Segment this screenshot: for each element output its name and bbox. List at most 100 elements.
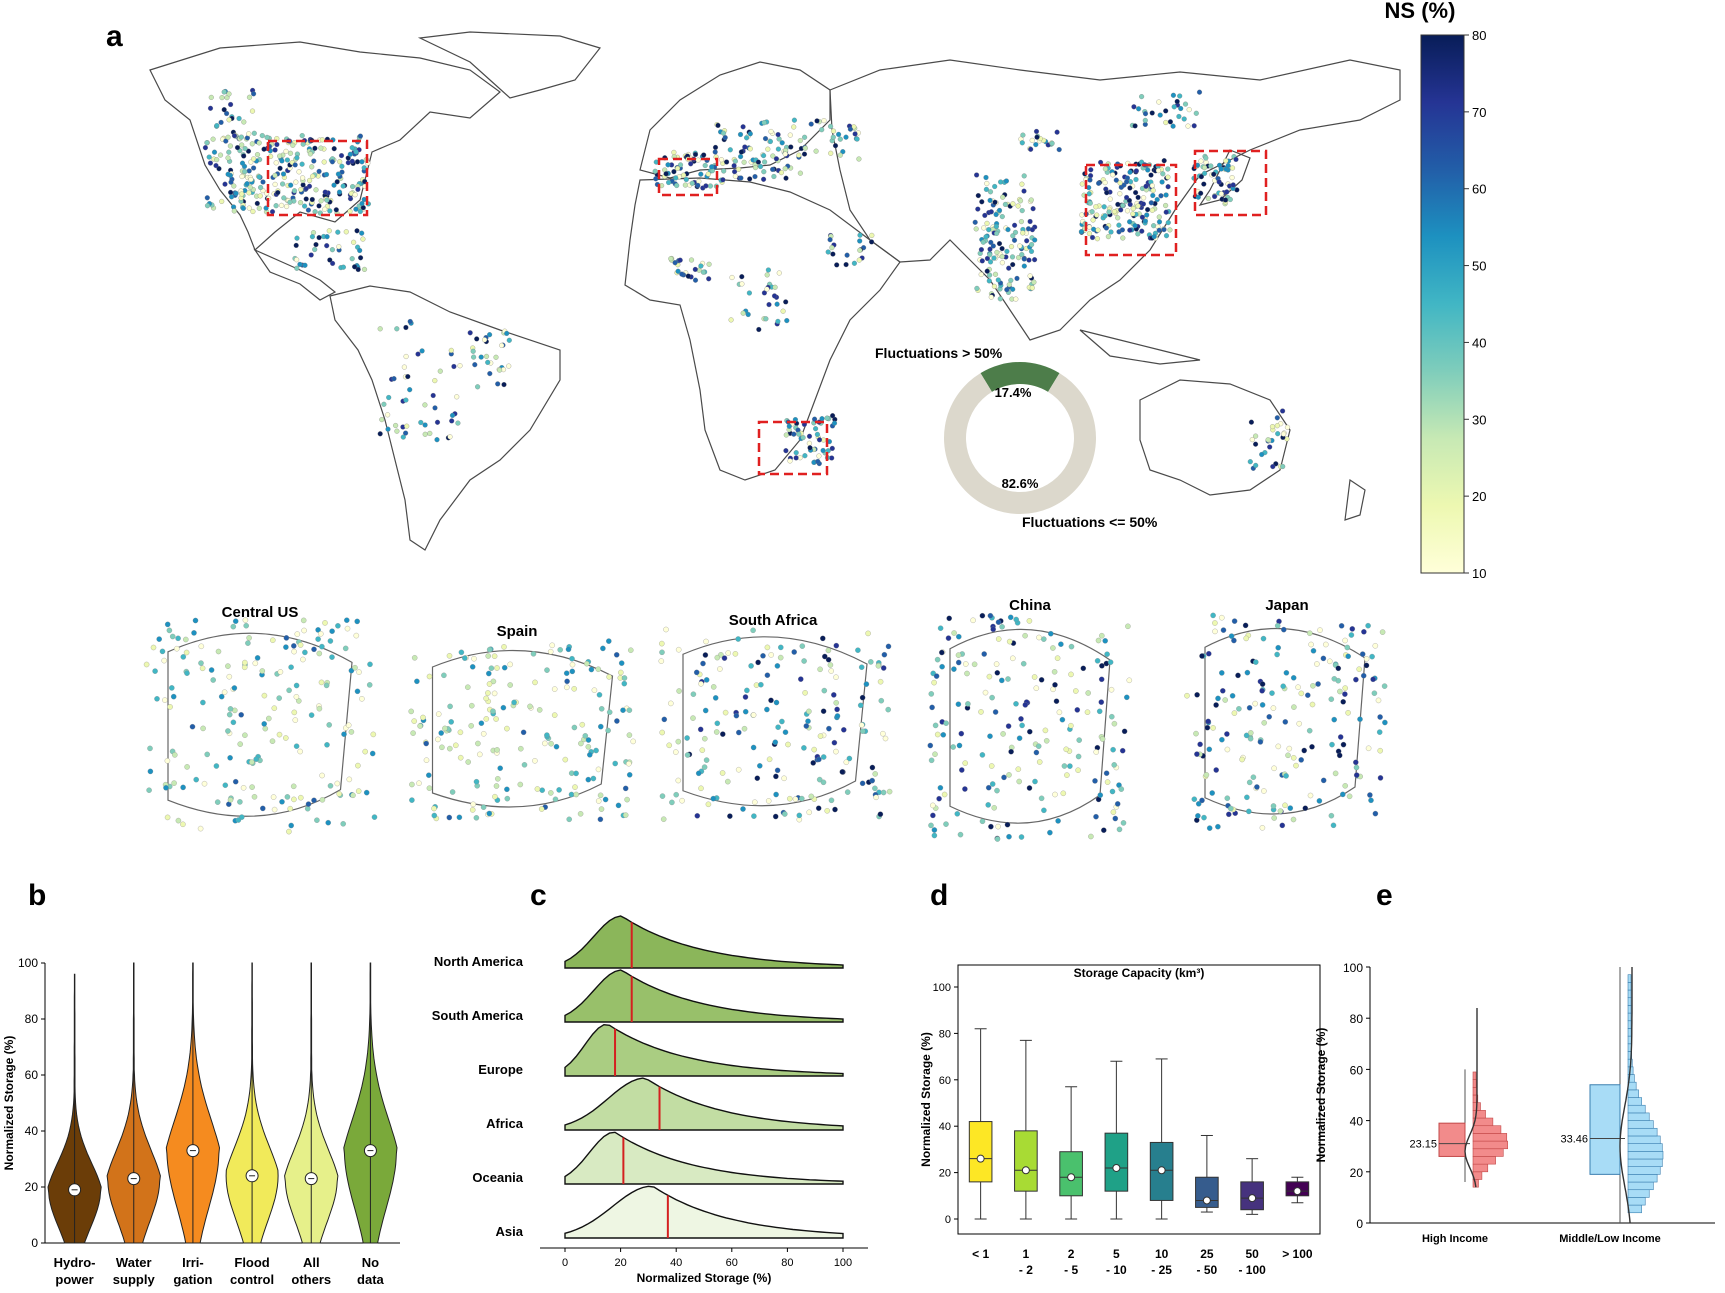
reservoir-dot <box>987 259 994 265</box>
reservoir-dot <box>1161 158 1167 164</box>
inset-dot <box>180 821 186 828</box>
inset-dot <box>806 708 812 715</box>
inset-dot <box>462 655 468 661</box>
reservoir-dot <box>771 173 777 180</box>
reservoir-dot <box>827 237 833 243</box>
reservoir-dot <box>995 277 1001 283</box>
inset-dot <box>485 653 491 659</box>
e-hist-bar <box>1627 1181 1654 1191</box>
reservoir-dot <box>756 326 762 333</box>
inset-dot <box>1290 675 1297 681</box>
inset-dot <box>590 775 597 782</box>
inset-dot <box>288 664 294 670</box>
inset-dot <box>606 638 612 644</box>
inset-dot <box>751 813 757 819</box>
reservoir-dot <box>978 271 984 278</box>
inset-dot <box>1282 719 1289 725</box>
inset-dot <box>719 770 726 776</box>
inset-dot <box>1110 809 1117 815</box>
inset-dot <box>955 652 962 658</box>
inset-dot <box>511 699 517 706</box>
e-hist-bar <box>1627 1127 1658 1137</box>
inset-dot <box>231 685 238 691</box>
reservoir-dot <box>801 151 808 157</box>
reservoir-dot <box>991 255 997 261</box>
reservoir-dot <box>418 419 424 426</box>
inset-dot <box>855 647 861 653</box>
reservoir-dot <box>403 324 409 331</box>
inset-dot <box>226 711 233 718</box>
inset-dot <box>1010 655 1016 662</box>
inset-dot <box>1195 801 1202 807</box>
inset-dot <box>932 722 939 729</box>
reservoir-dot <box>993 211 999 218</box>
inset-dot <box>801 658 807 664</box>
reservoir-dot <box>310 173 316 179</box>
indonesia-outline <box>1079 329 1201 365</box>
reservoir-dot <box>1156 219 1163 225</box>
inset-dot <box>563 670 570 676</box>
inset-dot <box>1246 779 1253 786</box>
reservoir-dot <box>812 416 818 422</box>
inset-dot <box>1005 676 1011 682</box>
inset-dot <box>869 764 876 771</box>
inset-dot <box>539 787 545 793</box>
inset-dot <box>1270 705 1277 711</box>
reservoir-dot <box>202 145 208 151</box>
inset-dot <box>1269 690 1275 696</box>
inset-dot <box>340 821 346 827</box>
inset-dot <box>465 684 471 690</box>
inset-dot <box>336 791 342 797</box>
reservoir-dot <box>816 453 822 459</box>
inset-dot <box>293 682 300 689</box>
reservoir-dot <box>1227 196 1233 203</box>
inset-dot <box>1212 628 1218 635</box>
inset-dot <box>1093 813 1099 820</box>
reservoir-dot <box>1018 219 1024 225</box>
reservoir-dot <box>1163 108 1169 114</box>
reservoir-dot <box>229 194 235 200</box>
reservoir-dot <box>448 347 454 353</box>
reservoir-dot <box>277 165 283 171</box>
inset-dot <box>1365 622 1371 629</box>
reservoir-dot <box>996 241 1003 247</box>
reservoir-dot <box>432 378 438 384</box>
inset-dot <box>288 822 294 829</box>
reservoir-dot <box>787 132 793 138</box>
inset-dot <box>985 784 992 791</box>
inset-dot <box>995 823 1001 830</box>
reservoir-dot <box>1163 202 1169 209</box>
reservoir-dot <box>338 153 345 159</box>
reservoir-dot <box>242 169 248 175</box>
inset-dot <box>1274 622 1281 629</box>
reservoir-dot <box>851 260 857 266</box>
inset-dot <box>493 716 499 722</box>
reservoir-dot <box>706 261 712 267</box>
reservoir-dot <box>996 207 1003 213</box>
reservoir-dot <box>1029 242 1035 248</box>
reservoir-dot <box>688 257 695 263</box>
reservoir-dot <box>709 164 715 170</box>
d-mean-marker <box>1248 1194 1257 1203</box>
reservoir-dot <box>354 228 360 234</box>
reservoir-dot <box>1280 463 1286 470</box>
reservoir-dot <box>1011 237 1018 243</box>
inset-dot <box>624 796 630 803</box>
c-series-label: North America <box>434 954 524 969</box>
reservoir-dot <box>852 131 858 137</box>
inset-dot <box>978 709 984 715</box>
reservoir-dot <box>284 157 290 163</box>
reservoir-dot <box>308 252 314 258</box>
inset-dot <box>293 743 300 749</box>
inset-dot <box>825 656 832 663</box>
inset-dot <box>859 728 866 734</box>
inset-dot <box>1344 644 1351 651</box>
reservoir-dot <box>677 162 684 168</box>
inset-dot <box>1277 808 1284 814</box>
inset-dot <box>353 632 360 639</box>
d-box <box>1195 1176 1219 1208</box>
inset-dot <box>693 669 700 676</box>
inset-dot <box>828 668 834 674</box>
reservoir-dot <box>1265 437 1271 443</box>
inset-dot <box>995 636 1002 642</box>
